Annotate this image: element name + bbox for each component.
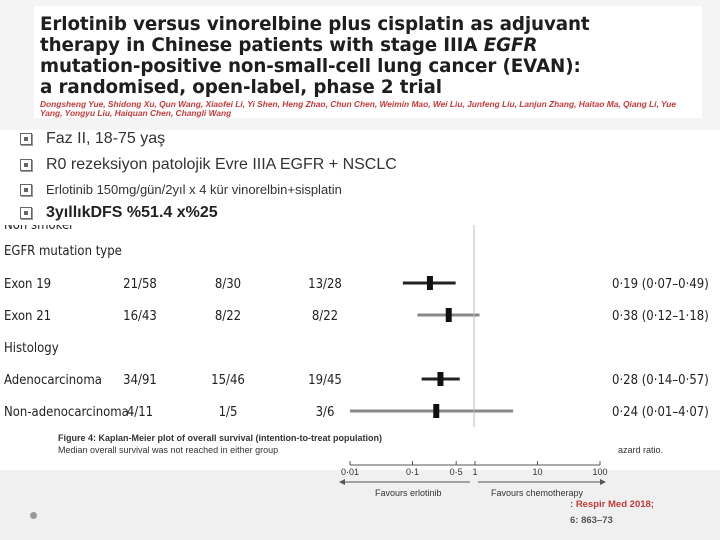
slide-dot-icon	[30, 512, 37, 519]
forest-total-events: 21/58	[123, 277, 157, 292]
bullet-item: 3yıllıkDFS %51.4 x%25	[20, 204, 218, 222]
forest-marks	[350, 276, 514, 418]
paper-title: Erlotinib versus vinorelbine plus cispla…	[40, 14, 680, 98]
arrow-left-icon	[339, 479, 345, 485]
bullet-text: 3yıllıkDFS %51.4 x%25	[46, 204, 218, 221]
figure-caption-line1: Figure 4: Kaplan-Meier plot of overall s…	[58, 433, 382, 443]
citation-journal: : Respir Med 2018;	[570, 499, 654, 510]
forest-chemo-events: 13/28	[308, 277, 342, 292]
bullet-item: R0 rezeksiyon patolojik Evre IIIA EGFR +…	[20, 156, 397, 174]
square-bullet-icon	[20, 183, 32, 196]
author-list: Dongsheng Yue, Shidong Xu, Qun Wang, Xia…	[40, 99, 677, 118]
favours-right-label: Favours chemotherapy	[491, 488, 584, 498]
hr-point	[433, 404, 440, 418]
forest-plot: EGFR mutation type Exon 19 21/58 8/30 13/28 0…	[0, 225, 709, 498]
forest-hazard-ratio: 0·24 (0·01–4·07)	[612, 405, 709, 420]
forest-hazard-ratio: 0·19 (0·07–0·49)	[612, 277, 709, 292]
x-tick-label: 10	[532, 467, 542, 477]
forest-erlotinib-events: 8/22	[215, 309, 241, 324]
citation-journal-text: Respir Med 2018;	[575, 499, 654, 510]
hr-point	[445, 308, 452, 322]
forest-chemo-events: 3/6	[316, 405, 335, 420]
forest-plot-panel	[0, 225, 690, 443]
forest-erlotinib-events: 8/30	[215, 277, 241, 292]
forest-group-header: Histology	[4, 341, 59, 356]
forest-total-events: 34/91	[123, 373, 157, 388]
bullet-text: Faz II, 18-75 yaş	[46, 130, 166, 147]
x-tick-label: 0·5	[450, 467, 463, 477]
title-line-2-text: therapy in Chinese patients with stage I…	[40, 35, 484, 56]
forest-rows: EGFR mutation type Exon 19 21/58 8/30 13/28 0…	[4, 244, 709, 420]
forest-hazard-ratio: 0·38 (0·12–1·18)	[612, 309, 709, 324]
bullet-text: Erlotinib 150mg/gün/2yıl x 4 kür vinorel…	[46, 182, 342, 197]
square-bullet-icon	[20, 207, 32, 219]
bullet-item: Erlotinib 150mg/gün/2yıl x 4 kür vinorel…	[20, 182, 342, 197]
forest-axis: 0·01 0·1 0·5 1 10 100	[339, 461, 608, 485]
title-line-2: therapy in Chinese patients with stage I…	[40, 35, 680, 56]
x-tick-label: 100	[592, 467, 607, 477]
caption-strip	[30, 427, 690, 467]
x-tick-label: 0·1	[406, 467, 419, 477]
forest-row-label: Exon 21	[4, 309, 51, 324]
forest-row-label: Adenocarcinoma	[4, 373, 102, 388]
forest-row-label: Non-adenocarcinoma	[4, 405, 129, 420]
forest-hazard-ratio: 0·28 (0·14–0·57)	[612, 373, 709, 388]
square-bullet-icon	[20, 159, 32, 171]
x-tick-label: 0·01	[341, 467, 359, 477]
forest-row-label: Exon 19	[4, 277, 51, 292]
title-line-3: mutation-positive non-small-cell lung ca…	[40, 56, 581, 77]
citation-pages: 6: 863–73	[570, 515, 613, 526]
paper-title-panel	[34, 6, 702, 118]
square-bullet-icon	[20, 133, 32, 145]
title-line-4: a randomised, open-label, phase 2 trial	[40, 77, 442, 98]
x-tick-label: 1	[472, 467, 477, 477]
title-egfr-italic: EGFR	[483, 35, 538, 56]
title-line-1: Erlotinib versus vinorelbine plus cispla…	[40, 14, 590, 35]
figure-caption-tail: azard ratio.	[618, 445, 663, 455]
forest-chemo-events: 8/22	[312, 309, 338, 324]
hr-point	[437, 372, 444, 386]
bullet-text: R0 rezeksiyon patolojik Evre IIIA EGFR +…	[46, 156, 397, 173]
forest-chemo-events: 19/45	[308, 373, 342, 388]
hr-point	[426, 276, 433, 290]
forest-erlotinib-events: 1/5	[219, 405, 238, 420]
bullet-item: Faz II, 18-75 yaş	[20, 130, 165, 148]
citation: : Respir Med 2018; 6: 863–73	[570, 497, 654, 529]
figure-caption-line2: Median overall survival was not reached …	[58, 445, 278, 455]
forest-total-events: 16/43	[123, 309, 157, 324]
forest-erlotinib-events: 15/46	[211, 373, 245, 388]
forest-total-events: 4/11	[127, 405, 153, 420]
forest-group-header: EGFR mutation type	[4, 244, 122, 259]
cropped-row-top: Non smoker	[4, 225, 74, 233]
arrow-right-icon	[600, 479, 606, 485]
favours-left-label: Favours erlotinib	[375, 488, 442, 498]
